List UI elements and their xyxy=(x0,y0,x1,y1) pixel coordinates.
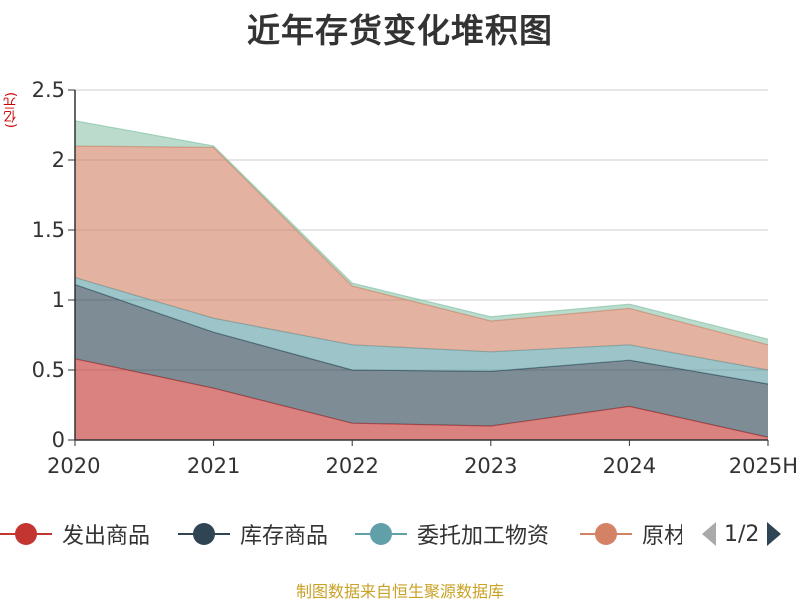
legend-item[interactable]: 原材料 xyxy=(580,514,682,554)
legend-label: 原材料 xyxy=(642,524,682,549)
legend-label: 委托加工物资 xyxy=(417,524,550,549)
legend: 发出商品 库存商品 委托加工物资 原材料 xyxy=(0,514,800,554)
legend-marker-icon xyxy=(580,523,632,545)
legend-items-clip: 发出商品 库存商品 委托加工物资 原材料 xyxy=(0,514,682,554)
y-tick-label: 2.5 xyxy=(32,78,65,102)
chart-title: 近年存货变化堆积图 xyxy=(247,11,553,50)
y-tick-label: 2 xyxy=(52,148,65,172)
legend-item[interactable]: 发出商品 xyxy=(0,514,150,554)
y-tick-label: 0.5 xyxy=(32,358,65,382)
legend-next-page-icon[interactable] xyxy=(765,521,783,547)
area-series-line-5 xyxy=(74,120,769,340)
legend-label: 库存商品 xyxy=(240,524,329,549)
source-caption: 制图数据来自恒生聚源数据库 xyxy=(295,582,504,601)
area-series-3 xyxy=(75,277,768,384)
area-series-4 xyxy=(75,146,768,370)
legend-marker-icon xyxy=(178,523,230,545)
legend-prev-page-icon[interactable] xyxy=(700,521,718,547)
y-tick-label: 1.5 xyxy=(32,218,65,242)
legend-item[interactable]: 库存商品 xyxy=(178,514,328,554)
x-tick-label: 2022 xyxy=(325,454,378,478)
legend-label: 发出商品 xyxy=(62,524,151,549)
area-series-1 xyxy=(75,358,768,440)
axes: 0 0.5 1 1.5 2 2.5 2020 2021 2022 2023 2024 2025H xyxy=(32,78,798,478)
stacked-areas xyxy=(74,120,769,440)
legend-page-indicator: 1/2 xyxy=(724,521,760,547)
legend-item[interactable]: 委托加工物资 xyxy=(355,514,549,554)
legend-marker-icon xyxy=(355,523,407,545)
x-tick-label: 2025H xyxy=(729,454,798,478)
x-tick-label: 2021 xyxy=(187,454,240,478)
area-series-2 xyxy=(75,284,768,438)
legend-pager: 1/2 xyxy=(700,514,783,554)
x-tick-label: 2023 xyxy=(464,454,517,478)
legend-marker-icon xyxy=(0,523,52,545)
x-tick-label: 2024 xyxy=(603,454,656,478)
y-tick-label: 1 xyxy=(52,288,65,312)
y-tick-label: 0 xyxy=(52,428,65,452)
x-tick-label: 2020 xyxy=(47,454,100,478)
